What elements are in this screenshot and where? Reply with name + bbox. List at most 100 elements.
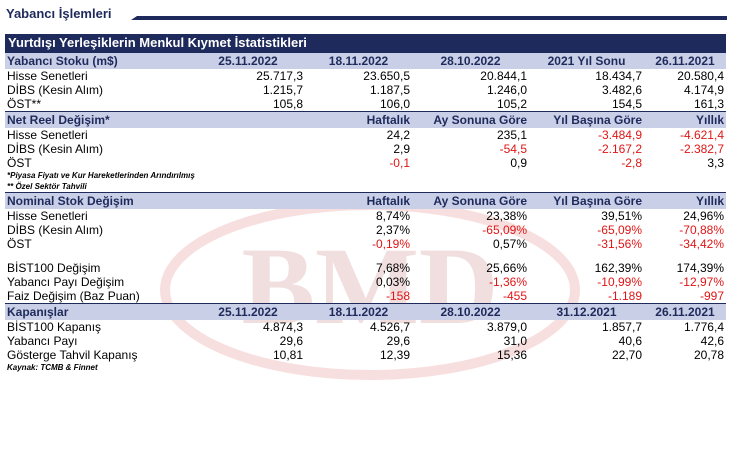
table-cell: -1.189: [607, 289, 642, 303]
table-cell: 24,96%: [683, 209, 724, 223]
column-header: 25.11.2022: [191, 303, 305, 320]
row-spacer: [191, 275, 305, 289]
column-header: Yıllık: [644, 111, 726, 128]
column-header: Haftalık: [305, 111, 412, 128]
table-row: BİST100 Değişim 7,68% 25,66% 162,39% 174,39%: [5, 261, 726, 275]
table-cell: 20.580,4: [677, 69, 724, 83]
page-header: Yabancı İşlemleri: [0, 0, 729, 28]
section-header-label: Nominal Stok Değişim: [5, 192, 191, 209]
column-header: Haftalık: [305, 192, 412, 209]
column-header: 31.12.2021: [529, 303, 644, 320]
column-header: Yıl Başına Göre: [529, 111, 644, 128]
row-label: Hisse Senetleri: [7, 128, 88, 142]
column-header: 28.10.2022: [412, 52, 529, 69]
source-text: Kaynak: TCMB & Finnet: [7, 363, 98, 372]
column-header: 18.11.2022: [305, 52, 412, 69]
table-row: Hisse Senetleri 25.717,3 23.650,5 20.844,1 1…: [5, 69, 726, 83]
row-label: ÖST: [7, 156, 32, 170]
table-cell: 0,9: [510, 156, 527, 170]
table-cell: 1.776,4: [683, 320, 724, 334]
table-cell: 4.874,3: [262, 320, 303, 334]
table-cell: 154,5: [611, 97, 642, 111]
row-label: DİBS (Kesin Alım): [7, 142, 104, 156]
table-row: ÖST -0,19% 0,57% -31,56% -34,42%: [5, 237, 726, 251]
row-spacer: [191, 128, 305, 142]
table-row: Faiz Değişim (Baz Puan) -158 -455 -1.189 -99…: [5, 289, 726, 304]
table-cell: 3,3: [707, 156, 724, 170]
table-row: BİST100 Kapanış 4.874,3 4.526,7 3.879,0 1.85…: [5, 320, 726, 334]
real_change-header-row: Net Reel Değişim* Haftalık Ay Sonuna Göre Y…: [5, 111, 726, 128]
table-cell: -2,8: [621, 156, 642, 170]
row-label: DİBS (Kesin Alım): [7, 223, 104, 237]
stock-header-row: Yabancı Stoku (m$) 25.11.2022 18.11.2022 28…: [5, 52, 726, 69]
row-spacer: [191, 289, 305, 304]
table-row: DİBS (Kesin Alım) 2,9 -54,5 -2.167,2 -2.382,…: [5, 142, 726, 156]
table-cell: 23,38%: [486, 209, 527, 223]
table-cell: 42,6: [700, 334, 724, 348]
table-cell: 18.434,7: [595, 69, 642, 83]
row-spacer: [191, 156, 305, 170]
table-cell: 20,78: [693, 348, 724, 362]
table-cell: 3.482,6: [601, 83, 642, 97]
table-cell: 23.650,5: [363, 69, 410, 83]
table-row: Yabancı Payı Değişim 0,03% -1,36% -10,99% -1…: [5, 275, 726, 289]
table-cell: -70,88%: [679, 223, 724, 237]
spacer-row: [5, 251, 726, 261]
source-row: Kaynak: TCMB & Finnet: [5, 362, 726, 373]
table-cell: 2,9: [393, 142, 410, 156]
table-row: Hisse Senetleri 8,74% 23,38% 39,51% 24,96%: [5, 209, 726, 223]
row-label: ÖST**: [7, 97, 42, 111]
column-header: 2021 Yıl Sonu: [529, 52, 644, 69]
table-row: ÖST** 105,8 106,0 105,2 154,5 161,3: [5, 97, 726, 112]
table-cell: -31,56%: [597, 237, 642, 251]
row-label: Yabancı Payı Değişim: [7, 275, 125, 289]
table-cell: 39,51%: [601, 209, 642, 223]
table-cell: -10,99%: [597, 275, 642, 289]
column-header: 25.11.2022: [191, 52, 305, 69]
table-cell: 161,3: [693, 97, 724, 111]
table-cell: -158: [385, 289, 410, 303]
table-cell: -455: [502, 289, 527, 303]
table-cell: 12,39: [379, 348, 410, 362]
table-cell: 15,36: [496, 348, 527, 362]
footnote-text: *Piyasa Fiyatı ve Kur Hareketlerinden Ar…: [7, 171, 195, 180]
table-cell: -54,5: [499, 142, 527, 156]
closing-header-row: Kapanışlar 25.11.2022 18.11.2022 28.10.2022…: [5, 303, 726, 320]
report: Yurtdışı Yerleşiklerin Menkul Kıymet İst…: [5, 34, 726, 373]
row-label: ÖST: [7, 237, 32, 251]
row-label: BİST100 Değişim: [7, 261, 101, 275]
table-row: Gösterge Tahvil Kapanış 10,81 12,39 15,36 22…: [5, 348, 726, 362]
table-row: DİBS (Kesin Alım) 1.215,7 1.187,5 1.246,0 3.…: [5, 83, 726, 97]
header-spacer: [191, 111, 305, 128]
table-cell: 29,6: [386, 334, 410, 348]
table-row: Yabancı Payı 29,6 29,6 31,0 40,6 42,6: [5, 334, 726, 348]
row-label: DİBS (Kesin Alım): [7, 83, 104, 97]
column-header: 28.10.2022: [412, 303, 529, 320]
table-cell: -12,97%: [679, 275, 724, 289]
row-spacer: [191, 142, 305, 156]
row-spacer: [191, 223, 305, 237]
column-header: Yıl Başına Göre: [529, 192, 644, 209]
section-header-label: Yabancı Stoku (m$): [5, 52, 191, 69]
table-cell: 25.717,3: [256, 69, 303, 83]
table-cell: 105,8: [272, 97, 303, 111]
table-cell: 4.174,9: [683, 83, 724, 97]
header-rule: [131, 16, 727, 20]
section-header-label: Kapanışlar: [5, 303, 191, 320]
row-label: Hisse Senetleri: [7, 209, 88, 223]
stats-table: Yabancı Stoku (m$) 25.11.2022 18.11.2022 28…: [5, 52, 726, 373]
table-cell: 0,57%: [492, 237, 527, 251]
footnote: ** Özel Sektör Tahvili: [5, 181, 726, 193]
table-cell: 29,6: [279, 334, 303, 348]
table-cell: 1.857,7: [601, 320, 642, 334]
row-label: Yabancı Payı: [7, 334, 78, 348]
table-cell: -0,19%: [371, 237, 410, 251]
table-cell: -34,42%: [679, 237, 724, 251]
table-cell: -65,09%: [482, 223, 527, 237]
table-cell: 22,70: [611, 348, 642, 362]
table-row: DİBS (Kesin Alım) 2,37% -65,09% -65,09% -70,…: [5, 223, 726, 237]
header-spacer: [191, 192, 305, 209]
table-cell: 8,74%: [375, 209, 410, 223]
row-label: BİST100 Kapanış: [7, 320, 102, 334]
table-cell: 7,68%: [375, 261, 410, 275]
